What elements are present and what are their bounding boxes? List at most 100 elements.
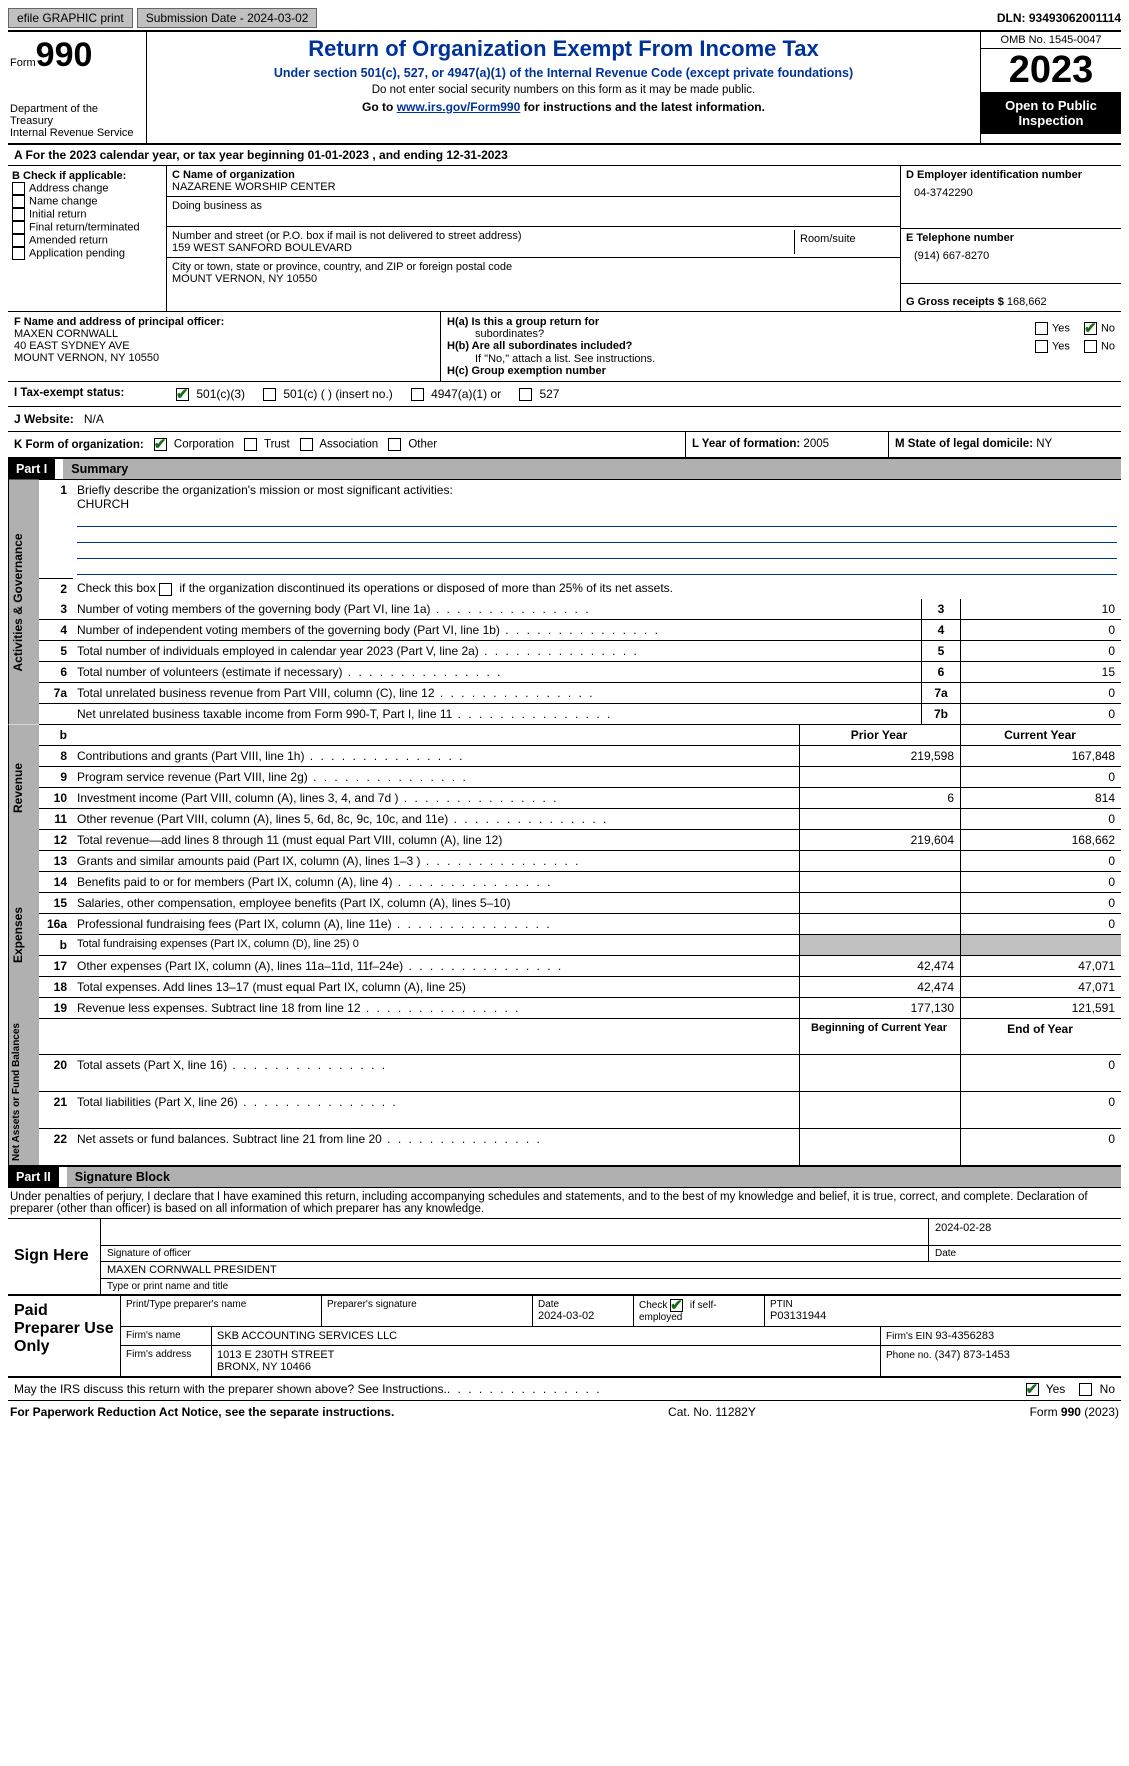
row-num: 3	[39, 599, 73, 620]
phone-label: E Telephone number	[906, 232, 1116, 244]
ein-value: 04-3742290	[906, 181, 1116, 199]
mission-text: CHURCH	[77, 497, 129, 511]
prior-year-header: Prior Year	[800, 725, 961, 746]
cb-527[interactable]	[519, 388, 532, 401]
firm-name: SKB ACCOUNTING SERVICES LLC	[212, 1327, 881, 1345]
paid-label: Paid Preparer Use Only	[8, 1296, 121, 1376]
revenue-section: Revenue b Prior Year Current Year 8Contr…	[8, 725, 1121, 851]
cb-application-pending[interactable]	[12, 247, 25, 260]
omb: OMB No. 1545-0047	[981, 32, 1121, 49]
officer-addr2: MOUNT VERNON, NY 10550	[14, 352, 434, 364]
cb-4947[interactable]	[411, 388, 424, 401]
prep-date-label: Date	[538, 1299, 628, 1310]
ha-label1: H(a) Is this a group return for	[447, 316, 599, 328]
firm-phone: (347) 873-1453	[935, 1349, 1010, 1361]
officer-h-block: F Name and address of principal officer:…	[8, 312, 1121, 382]
addr-label: Number and street (or P.O. box if mail i…	[172, 230, 794, 242]
goto-link[interactable]: www.irs.gov/Form990	[397, 100, 521, 114]
discuss-text: May the IRS discuss this return with the…	[14, 1382, 447, 1396]
ssn-note: Do not enter social security numbers on …	[155, 84, 972, 96]
year-formation: 2005	[803, 438, 829, 450]
hc-label: H(c) Group exemption number	[447, 365, 606, 377]
cb-name-change[interactable]	[12, 195, 25, 208]
cb-hb-no[interactable]	[1084, 340, 1097, 353]
cb-final-return[interactable]	[12, 221, 25, 234]
ptin-value: P03131944	[770, 1310, 1116, 1322]
dln: DLN: 93493062001114	[997, 11, 1121, 25]
footer: For Paperwork Reduction Act Notice, see …	[8, 1400, 1121, 1419]
col-c: C Name of organization NAZARENE WORSHIP …	[167, 166, 901, 311]
submission-button[interactable]: Submission Date - 2024-03-02	[137, 8, 318, 28]
dept: Department of the Treasury Internal Reve…	[10, 103, 140, 139]
k-label: K Form of organization:	[14, 439, 144, 451]
subtitle: Under section 501(c), 527, or 4947(a)(1)…	[155, 66, 972, 80]
part2-label: Part II	[8, 1167, 59, 1187]
current-year-header: Current Year	[961, 725, 1122, 746]
website-value: N/A	[84, 412, 104, 426]
cb-corp[interactable]	[154, 438, 167, 451]
cb-other[interactable]	[388, 438, 401, 451]
cb-501c3[interactable]	[176, 388, 189, 401]
officer-name: MAXEN CORNWALL	[14, 328, 434, 340]
officer-addr1: 40 EAST SYDNEY AVE	[14, 340, 434, 352]
efile-button[interactable]: efile GRAPHIC print	[8, 8, 133, 28]
cb-amended[interactable]	[12, 234, 25, 247]
l-label: L Year of formation:	[692, 438, 800, 450]
firm-addr1: 1013 E 230TH STREET	[217, 1349, 875, 1361]
footer-right: Form 990 (2023)	[1030, 1405, 1119, 1419]
form-word: Form	[10, 57, 36, 69]
governance-section: Activities & Governance 1 Briefly descri…	[8, 480, 1121, 725]
i-label: I Tax-exempt status:	[8, 382, 170, 406]
prep-date: 2024-03-02	[538, 1310, 628, 1322]
firm-ein-label: Firm's EIN	[886, 1331, 932, 1342]
phone-value: (914) 667-8270	[906, 244, 1116, 262]
cb-ha-yes[interactable]	[1035, 322, 1048, 335]
sign-here-block: Sign Here 2024-02-28 Signature of office…	[8, 1218, 1121, 1295]
city-state-zip: MOUNT VERNON, NY 10550	[172, 273, 895, 285]
b-label: B Check if applicable:	[12, 170, 162, 182]
net-side-label: Net Assets or Fund Balances	[8, 1019, 39, 1165]
form-title: Return of Organization Exempt From Incom…	[155, 36, 972, 62]
part2-header: Part II Signature Block	[8, 1167, 1121, 1188]
firm-addr2: BRONX, NY 10466	[217, 1361, 875, 1373]
cb-hb-yes[interactable]	[1035, 340, 1048, 353]
paid-preparer-block: Paid Preparer Use Only Print/Type prepar…	[8, 1295, 1121, 1377]
form-header: Form990 Department of the Treasury Inter…	[8, 32, 1121, 145]
status-row: I Tax-exempt status: 501(c)(3) 501(c) ( …	[8, 382, 1121, 407]
cb-discuss-no[interactable]	[1079, 1383, 1092, 1396]
firm-ein: 93-4356283	[935, 1330, 994, 1342]
expenses-section: Expenses 13Grants and similar amounts pa…	[8, 851, 1121, 1019]
open-inspection: Open to Public Inspection	[981, 92, 1121, 134]
gross-label: G Gross receipts $	[906, 296, 1004, 308]
cb-501c[interactable]	[263, 388, 276, 401]
form-number: 990	[36, 36, 93, 74]
sign-here-label: Sign Here	[8, 1219, 101, 1294]
domicile: NY	[1036, 438, 1052, 450]
cb-discontinued[interactable]	[159, 583, 172, 596]
ha-label2: subordinates?	[475, 328, 544, 340]
line1-label: Briefly describe the organization's miss…	[77, 483, 453, 497]
b-items: Address change Name change Initial retur…	[12, 182, 162, 260]
room-suite: Room/suite	[794, 230, 895, 254]
cb-trust[interactable]	[244, 438, 257, 451]
topbar: efile GRAPHIC print Submission Date - 20…	[8, 8, 1121, 32]
ein-label: D Employer identification number	[906, 169, 1116, 181]
cb-assoc[interactable]	[300, 438, 313, 451]
cb-initial-return[interactable]	[12, 208, 25, 221]
dba-label: Doing business as	[172, 200, 895, 212]
goto: Go to www.irs.gov/Form990 for instructio…	[155, 100, 972, 114]
cb-address-change[interactable]	[12, 182, 25, 195]
part1-title: Summary	[63, 459, 1121, 479]
part1-label: Part I	[8, 459, 55, 479]
cb-discuss-yes[interactable]	[1026, 1383, 1039, 1396]
m-label: M State of legal domicile:	[895, 438, 1033, 450]
exp-side-label: Expenses	[8, 851, 39, 1019]
entity-block: B Check if applicable: Address change Na…	[8, 166, 1121, 312]
row-box: 3	[922, 599, 961, 620]
cb-self-employed[interactable]	[670, 1299, 683, 1312]
city-label: City or town, state or province, country…	[172, 261, 895, 273]
part2-title: Signature Block	[67, 1167, 1121, 1187]
c-name-label: C Name of organization	[172, 169, 895, 181]
date-label: Date	[929, 1246, 1121, 1262]
cb-ha-no[interactable]	[1084, 322, 1097, 335]
